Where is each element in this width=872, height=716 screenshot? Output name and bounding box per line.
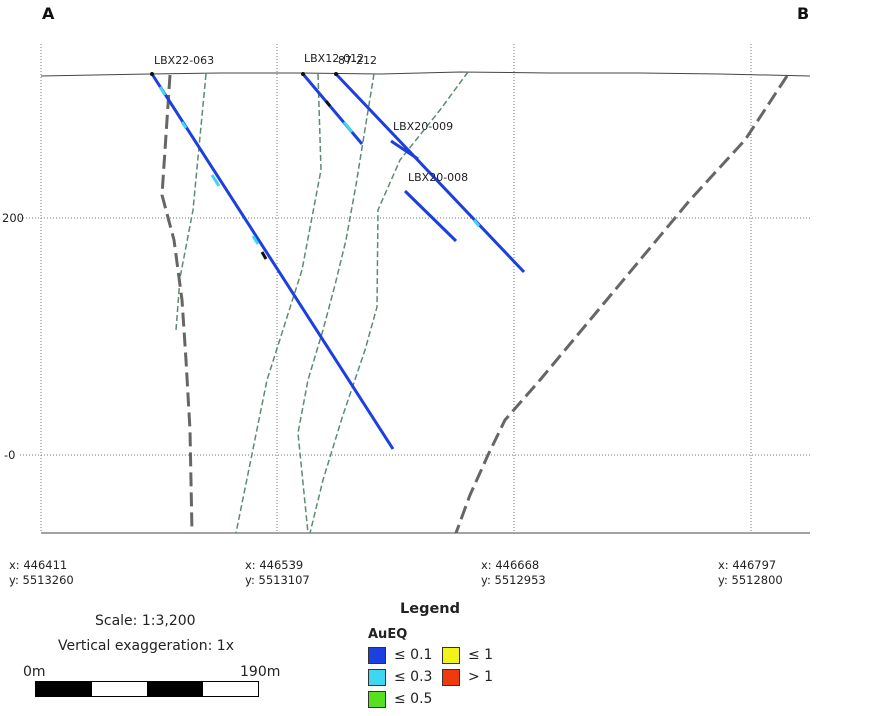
coordinate-readout: x: 446539 y: 5513107 <box>245 558 310 588</box>
legend-item: ≤ 0.1 <box>368 646 432 664</box>
legend-swatch <box>368 668 386 686</box>
coordinate-x: x: 446411 <box>9 558 68 572</box>
assay-interval <box>158 86 167 96</box>
assay-interval <box>342 121 354 133</box>
fault-line <box>160 74 194 534</box>
legend-swatch <box>368 690 386 708</box>
legend-item: ≤ 0.5 <box>368 690 432 708</box>
assay-interval <box>324 100 332 107</box>
collar-marker <box>334 72 338 76</box>
legend-item: ≤ 0.3 <box>368 668 432 686</box>
legend-label: ≤ 0.3 <box>394 669 433 685</box>
legend-swatch <box>442 646 460 664</box>
scalebar-segment <box>202 682 258 696</box>
assay-interval <box>251 235 260 245</box>
contact-line <box>175 73 207 331</box>
legend-variable: AuEQ <box>368 627 408 642</box>
collar-marker <box>150 72 154 76</box>
contact-line <box>297 73 375 534</box>
drillhole-lbx22-063[interactable]: LBX22-063 <box>150 54 395 450</box>
legend-swatch <box>442 668 460 686</box>
coordinate-y: y: 5512800 <box>718 573 783 587</box>
coordinate-x: x: 446797 <box>718 558 777 572</box>
drillhole-label: LBX22-063 <box>154 54 214 67</box>
drillhole-label: LBX20-008 <box>408 171 468 184</box>
drillhole-lbx20-008[interactable]: LBX20-008 <box>403 171 468 243</box>
scalebar-segment <box>36 682 92 696</box>
assay-interval <box>472 219 481 227</box>
scalebar-end-label: 190m <box>240 664 281 680</box>
drillhole-lbx12-012[interactable]: LBX12-012 <box>301 52 364 145</box>
coordinate-readout: x: 446668 y: 5512953 <box>481 558 546 588</box>
drillhole-lbx20-009[interactable]: LBX20-009 <box>390 120 453 161</box>
section-end-label: B <box>797 4 810 23</box>
scalebar-start-label: 0m <box>23 664 46 680</box>
geologic-contacts <box>175 71 469 534</box>
elevation-label: -0 <box>4 448 15 462</box>
contact-line <box>309 71 469 534</box>
legend-label: ≤ 0.1 <box>394 647 433 663</box>
legend-item: ≤ 1 <box>442 646 493 664</box>
drillhole-label: LBX12-012 <box>304 52 364 65</box>
drillhole-87-212[interactable]: 87-212 <box>334 54 526 274</box>
legend-swatch <box>368 646 386 664</box>
drillhole-trace <box>403 189 458 243</box>
legend-label: ≤ 1 <box>468 647 494 663</box>
assay-interval <box>210 174 221 187</box>
legend-title: Legend <box>400 601 460 617</box>
scale-bar <box>35 681 259 697</box>
elevation-label: 200 <box>2 211 24 225</box>
coordinate-y: y: 5512953 <box>481 573 546 587</box>
contact-line <box>235 73 322 534</box>
assay-interval <box>260 251 268 260</box>
vertical-exaggeration: Vertical exaggeration: 1x <box>58 638 234 654</box>
coordinate-x: x: 446539 <box>245 558 304 572</box>
legend-label: ≤ 0.5 <box>394 691 433 707</box>
scalebar-segment <box>147 682 203 696</box>
legend-item: > 1 <box>442 668 493 686</box>
scale-ratio: Scale: 1:3,200 <box>95 613 196 629</box>
fault-line <box>454 75 789 534</box>
coordinate-y: y: 5513107 <box>245 573 310 587</box>
drillhole-trace <box>301 73 364 145</box>
faults <box>160 74 789 534</box>
assay-interval <box>180 121 188 129</box>
legend-label: > 1 <box>468 669 494 685</box>
drillhole-trace <box>150 73 395 450</box>
coordinate-readout: x: 446797 y: 5512800 <box>718 558 783 588</box>
topography-line <box>40 71 811 77</box>
section-start-label: A <box>42 4 55 23</box>
drillhole-label: 87-212 <box>338 54 377 67</box>
drillhole-label: LBX20-009 <box>393 120 453 133</box>
drillhole-trace <box>390 139 419 161</box>
drillhole-trace <box>334 72 526 274</box>
drillholes: LBX22-063 LBX12-012 87-212 LBX20-009 LBX… <box>150 52 526 450</box>
coordinate-readout: x: 446411 y: 5513260 <box>9 558 74 588</box>
collar-marker <box>301 72 305 76</box>
grid-lines <box>20 44 810 533</box>
coordinate-y: y: 5513260 <box>9 573 74 587</box>
coordinate-x: x: 446668 <box>481 558 540 572</box>
scalebar-segment <box>91 682 147 696</box>
